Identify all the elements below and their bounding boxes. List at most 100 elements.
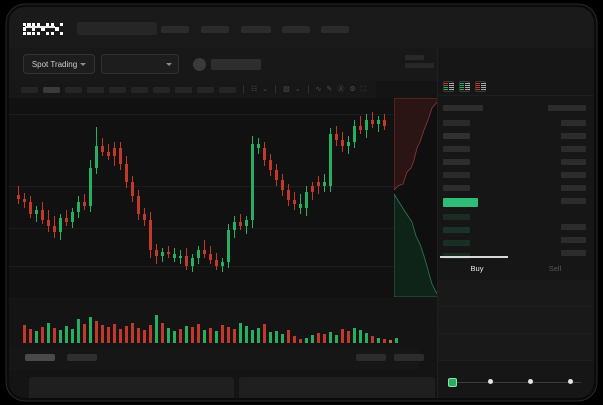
timeframe-chip-1[interactable] <box>21 86 38 93</box>
orderbook-view-both-icon[interactable] <box>443 81 454 92</box>
orderbook-detail-row[interactable] <box>548 105 586 111</box>
slider-handle[interactable] <box>448 378 457 387</box>
candle-body <box>371 120 374 124</box>
volume-bar <box>359 330 362 343</box>
line-tool-icon[interactable]: ∿ <box>315 86 322 93</box>
orderbook-ask-row[interactable] <box>443 105 483 111</box>
candle-body <box>317 182 320 186</box>
orderbook-view-bids-icon[interactable] <box>459 81 470 92</box>
candle-body <box>287 190 290 200</box>
volume-bar <box>281 334 284 343</box>
volume-bar <box>119 329 122 343</box>
okx-logo[interactable] <box>23 23 65 35</box>
search-input[interactable] <box>77 22 157 35</box>
volume-bar <box>125 326 128 343</box>
depth-bid-area <box>394 193 439 297</box>
orderbook-bid-row[interactable] <box>443 214 470 220</box>
orderbook-detail-row[interactable] <box>561 146 586 152</box>
trading-pair-selector[interactable] <box>101 54 179 74</box>
orderbook-ask-row[interactable] <box>443 133 470 139</box>
spot-trading-dropdown[interactable]: Spot Trading <box>23 54 95 74</box>
orderbook-detail-row[interactable] <box>561 172 586 178</box>
candle-body <box>143 214 146 220</box>
orderbook-detail-row[interactable] <box>561 198 586 204</box>
slider-stop-25[interactable] <box>488 379 493 384</box>
timeframe-chip-4[interactable] <box>87 86 104 93</box>
nav-item-1[interactable] <box>161 26 189 33</box>
timeframe-chip-9[interactable] <box>197 86 214 93</box>
nav-item-5[interactable] <box>321 26 349 33</box>
compare-icon[interactable]: ▧ <box>283 86 290 93</box>
candle-body <box>215 260 218 266</box>
volume-bar <box>83 324 86 343</box>
tab-settings[interactable] <box>394 354 424 361</box>
chevron-down-icon[interactable]: ⌄ <box>262 86 269 93</box>
candle-body <box>53 226 56 232</box>
tab-open-orders[interactable] <box>25 354 55 361</box>
timeframe-chip-7[interactable] <box>153 86 170 93</box>
bottom-panel-left[interactable] <box>29 377 234 398</box>
logo-block-x <box>51 23 63 35</box>
slider-stop-75[interactable] <box>568 379 573 384</box>
timeframe-chip-10[interactable] <box>219 86 236 93</box>
logo-block-o <box>23 23 35 35</box>
chevron-down-icon[interactable]: ⌄ <box>294 86 301 93</box>
orderbook-ask-row[interactable] <box>443 172 470 178</box>
orderbook-view-asks-icon[interactable] <box>475 81 486 92</box>
bottom-tabs-bar <box>9 348 424 370</box>
candlestick-chart[interactable] <box>9 98 394 297</box>
order-percent-slider[interactable] <box>448 378 584 387</box>
order-price-field[interactable] <box>438 280 594 307</box>
timeframe-chip-8[interactable] <box>175 86 192 93</box>
tab-filter[interactable] <box>356 354 386 361</box>
orderbook-detail-row[interactable] <box>561 250 586 256</box>
candle-body <box>293 200 296 204</box>
orderbook-detail-row[interactable] <box>561 133 586 139</box>
nav-item-3[interactable] <box>241 26 271 33</box>
pencil-icon[interactable]: ✎ <box>326 86 333 93</box>
volume-bar <box>257 328 260 343</box>
orderbook-bid-row[interactable] <box>443 227 470 233</box>
tab-buy[interactable]: Buy <box>438 256 516 280</box>
nav-item-4[interactable] <box>282 26 310 33</box>
orderbook-ask-row[interactable] <box>443 120 470 126</box>
candle-body <box>323 182 326 186</box>
fullscreen-icon[interactable]: ⛶ <box>360 86 366 93</box>
volume-bar <box>167 328 170 343</box>
volume-bar <box>143 330 146 343</box>
tab-order-history[interactable] <box>67 354 97 361</box>
orderbook-ask-row[interactable] <box>443 159 470 165</box>
orderbook-bid-row[interactable] <box>443 240 470 246</box>
volume-bar <box>245 326 248 343</box>
volume-bar <box>197 324 200 343</box>
settings-icon[interactable]: ⚙ <box>349 86 356 93</box>
volume-bar <box>89 317 92 343</box>
tab-sell[interactable]: Sell <box>516 256 594 280</box>
orderbook-detail-row[interactable] <box>561 159 586 165</box>
volume-bar <box>377 338 380 343</box>
stat-change-label <box>405 55 424 60</box>
volume-bar <box>59 330 62 343</box>
order-total-field[interactable] <box>438 334 594 361</box>
candle-body <box>383 120 386 126</box>
orderbook-ask-row[interactable] <box>443 185 470 191</box>
order-amount-field[interactable] <box>438 307 594 334</box>
app-screen: Spot Trading ☷ ⌄ ▧ ⌄ ∿ ✎ <box>9 7 594 398</box>
orderbook-detail-row[interactable] <box>561 237 586 243</box>
timeframe-chip-6[interactable] <box>131 86 148 93</box>
orderbook-detail-row[interactable] <box>561 120 586 126</box>
timeframe-chip-2[interactable] <box>43 86 60 93</box>
timeframe-chip-5[interactable] <box>109 86 126 93</box>
indicator-icon[interactable]: ☷ <box>251 86 258 93</box>
timeframe-chip-3[interactable] <box>65 86 82 93</box>
spot-trading-label: Spot Trading <box>31 59 78 69</box>
orderbook-ask-row[interactable] <box>443 146 470 152</box>
nav-item-2[interactable] <box>201 26 229 33</box>
volume-bar <box>161 323 164 343</box>
volume-chart <box>9 302 398 347</box>
magnet-icon[interactable]: Ⓐ <box>337 86 345 93</box>
orderbook-detail-row[interactable] <box>561 224 586 230</box>
orderbook-detail-row[interactable] <box>561 185 586 191</box>
bottom-panel-right[interactable] <box>239 377 435 398</box>
slider-stop-50[interactable] <box>528 379 533 384</box>
